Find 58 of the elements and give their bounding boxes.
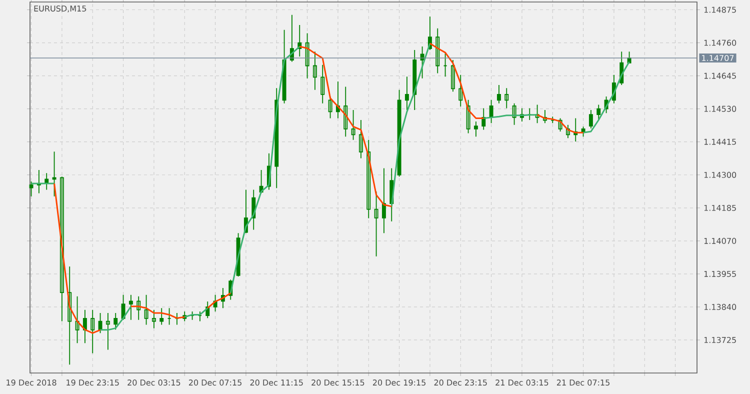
x-tick-label: 20 Dec 23:15 <box>434 380 487 386</box>
candlestick <box>358 120 363 159</box>
x-tick-label: 19 Dec 2018 <box>6 380 56 386</box>
candlestick <box>52 151 56 197</box>
candlestick <box>596 104 601 120</box>
chart-title: EURUSD,M15 <box>34 6 86 12</box>
y-tick-label: 1.14645 <box>704 72 736 79</box>
x-tick-label: 20 Dec 03:15 <box>128 380 180 386</box>
x-tick-label: 20 Dec 15:15 <box>312 380 364 386</box>
candlestick <box>550 116 555 124</box>
candlestick <box>588 110 593 129</box>
candlestick <box>496 84 501 104</box>
y-tick-label: 1.14760 <box>704 40 736 46</box>
x-tick-label: 19 Dec 23:15 <box>66 380 119 386</box>
y-tick-label: 1.14300 <box>704 172 736 178</box>
y-tick-label: 1.14185 <box>704 204 736 211</box>
candlestick <box>458 74 463 107</box>
candlestick <box>482 108 486 130</box>
candlestick <box>336 81 340 119</box>
candlestick <box>412 50 417 110</box>
y-tick-label: 1.14875 <box>704 6 736 13</box>
candlestick <box>174 312 179 326</box>
candlestick <box>106 312 110 350</box>
candlestick <box>443 52 448 78</box>
candlestick <box>528 108 532 120</box>
candlestick <box>152 309 156 329</box>
candlestick <box>351 110 356 140</box>
x-tick-label: 20 Dec 07:15 <box>188 380 242 386</box>
x-tick-label: 20 Dec 11:15 <box>250 380 303 386</box>
y-tick-label: 1.13840 <box>704 304 736 310</box>
candlestick <box>344 86 348 138</box>
candlestick <box>128 294 133 320</box>
candlestick <box>404 76 409 110</box>
candlestick <box>29 181 34 197</box>
candlestick <box>114 312 118 330</box>
y-tick-label: 1.14070 <box>704 238 736 244</box>
candlestick <box>320 64 325 104</box>
candlestick <box>144 294 148 326</box>
candlestick <box>190 311 194 320</box>
x-tick-label: 21 Dec 07:15 <box>556 380 610 386</box>
y-tick-label: 1.13955 <box>704 270 736 277</box>
candlestick <box>36 170 41 194</box>
y-tick-label: 1.14415 <box>704 138 736 145</box>
candlestick <box>504 88 509 109</box>
candlestick <box>198 311 202 322</box>
candlestick <box>382 168 386 234</box>
y-tick-label: 1.13725 <box>704 336 736 343</box>
candlestick <box>474 121 478 138</box>
x-tick-label: 20 Dec 19:15 <box>372 380 426 386</box>
candlestick <box>312 51 317 90</box>
candlestick <box>160 308 164 326</box>
candlestick <box>82 309 87 344</box>
y-tick-label: 1.14530 <box>704 106 736 112</box>
candlestick <box>90 309 95 354</box>
candlestick <box>167 308 172 326</box>
ref-line-label: 1.14707 <box>702 54 734 62</box>
x-tick-label: 21 Dec 03:15 <box>496 380 548 386</box>
candlestick <box>136 296 141 320</box>
